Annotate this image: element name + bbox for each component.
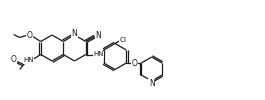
Text: N: N [72, 29, 77, 38]
Text: Cl: Cl [120, 36, 126, 42]
Text: O: O [27, 31, 33, 40]
Text: HN: HN [94, 52, 104, 57]
Text: O: O [11, 56, 17, 64]
Text: O: O [131, 58, 137, 68]
Text: HN: HN [24, 57, 34, 64]
Text: N: N [149, 78, 154, 88]
Text: N: N [95, 30, 101, 40]
